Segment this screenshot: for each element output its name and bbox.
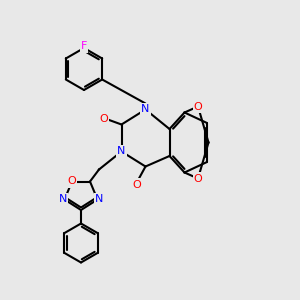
Text: N: N	[95, 194, 103, 205]
Text: O: O	[194, 101, 202, 112]
Text: O: O	[68, 176, 76, 187]
Text: O: O	[68, 176, 76, 187]
Text: N: N	[141, 104, 150, 115]
Text: O: O	[99, 113, 108, 124]
Text: N: N	[141, 104, 150, 115]
Text: O: O	[194, 101, 202, 112]
Text: N: N	[117, 146, 126, 157]
Text: O: O	[132, 179, 141, 190]
Text: N: N	[59, 194, 67, 205]
Text: N: N	[59, 194, 67, 205]
Text: O: O	[99, 113, 108, 124]
Text: O: O	[194, 173, 202, 184]
Text: O: O	[132, 179, 141, 190]
Text: F: F	[81, 41, 87, 52]
Text: O: O	[194, 173, 202, 184]
Text: N: N	[117, 146, 126, 157]
Text: N: N	[95, 194, 103, 205]
Text: F: F	[81, 41, 87, 52]
